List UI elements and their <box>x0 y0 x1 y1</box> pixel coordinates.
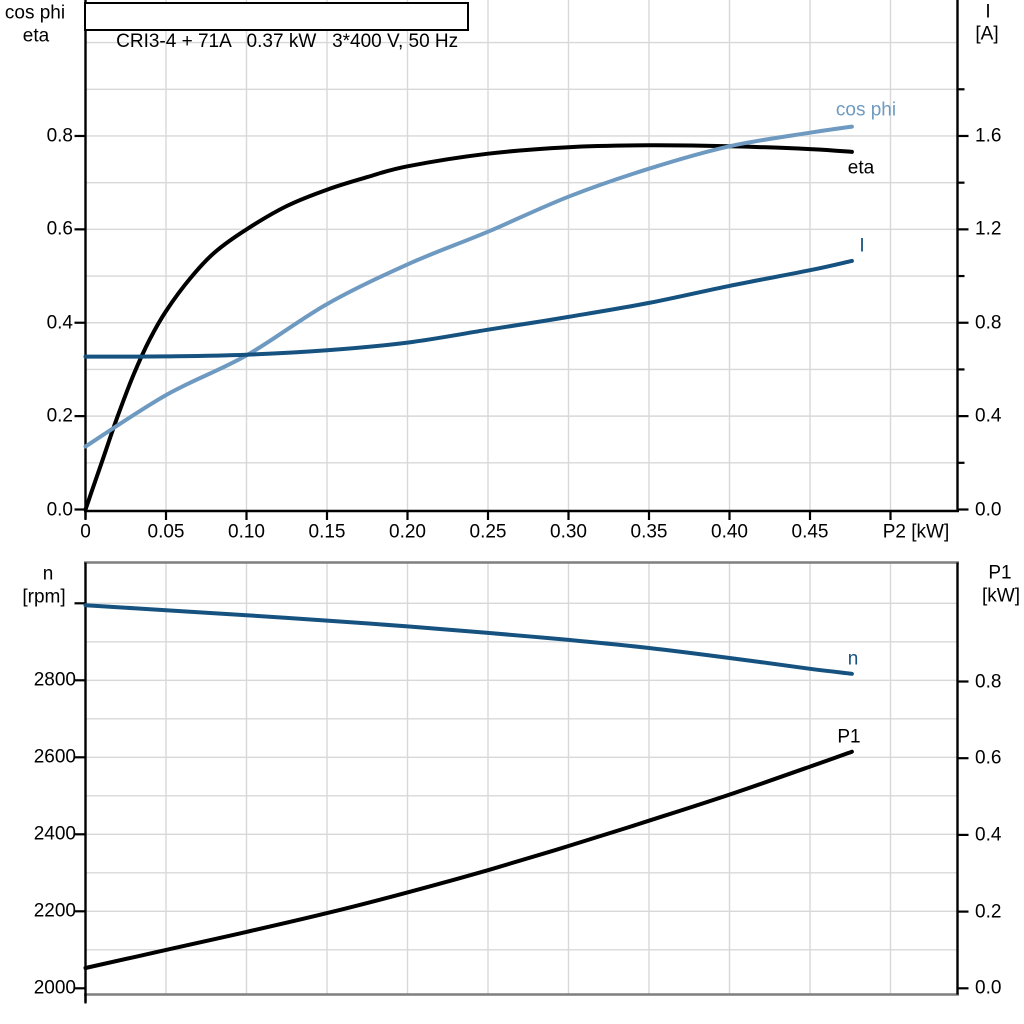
curve-cos-phi <box>83 124 854 449</box>
left-tick-label: 0.6 <box>46 218 73 240</box>
curve-P1 <box>83 749 854 970</box>
curve-label-p1: P1 <box>837 726 861 748</box>
right-tick-label: 0.8 <box>975 671 1002 692</box>
bottom-left-axis-caption-unit-rpm: [rpm] <box>22 586 66 608</box>
x-tick-label: 0 <box>80 521 91 543</box>
chart-title: CRI3-4 + 71A 0.37 kW 3*400 V, 50 Hz <box>116 31 459 52</box>
x-tick-label: 0.35 <box>630 521 668 543</box>
curve-n <box>83 603 854 676</box>
x-tick-label: 0.10 <box>228 521 265 543</box>
left-tick-label: 0.0 <box>46 499 73 520</box>
x-tick-label: 0.40 <box>711 521 748 543</box>
left-tick-label: 0.8 <box>46 125 73 147</box>
left-tick-label: 0.4 <box>46 312 73 334</box>
chart-title-box: CRI3-4 + 71A 0.37 kW 3*400 V, 50 Hz <box>84 2 470 52</box>
right-tick-label: 1.6 <box>975 125 1002 147</box>
bottom-right-axis-caption-p1: P1 <box>988 562 1012 584</box>
x-tick-label: 0.20 <box>389 521 426 543</box>
x-tick-label: 0.25 <box>469 521 507 543</box>
x-tick-label: 0.15 <box>308 521 346 543</box>
left-tick-label: 2600 <box>33 746 76 768</box>
right-tick-label: 0.4 <box>975 405 1002 427</box>
right-tick-label: 0.0 <box>975 499 1002 520</box>
right-tick-label: 0.6 <box>975 747 1002 769</box>
x-tick-label: 0.45 <box>791 521 829 543</box>
curve-label-i: I <box>859 235 865 257</box>
top-right-axis-caption-unit-a: [A] <box>975 23 999 45</box>
curve-label-cos-phi: cos phi <box>835 99 897 121</box>
x-tick-label: 0.05 <box>147 521 185 543</box>
x-axis-label-p2: P2 [kW] <box>882 521 950 543</box>
left-tick-label: 0.2 <box>46 405 73 427</box>
right-tick-label: 0.8 <box>975 312 1002 334</box>
right-tick-label: 0.4 <box>975 824 1002 846</box>
top-left-axis-caption-cosphi: cos phi <box>4 2 66 24</box>
right-tick-label: 0.2 <box>975 901 1002 923</box>
left-tick-label: 2400 <box>33 823 76 845</box>
top-left-axis-caption-eta: eta <box>22 25 50 47</box>
top-right-axis-caption-i: I <box>985 1 991 23</box>
left-tick-label: 2000 <box>33 977 76 999</box>
right-tick-label: 1.2 <box>975 218 1002 240</box>
left-tick-label: 2800 <box>33 669 76 691</box>
curve-label-n: n <box>847 648 859 670</box>
right-tick-label: 0.0 <box>975 977 1002 999</box>
x-tick-label: 0.30 <box>550 521 587 543</box>
curve-label-eta: eta <box>847 157 875 179</box>
curve-I <box>83 258 854 359</box>
left-tick-label: 2200 <box>33 900 76 922</box>
bottom-left-axis-caption-n: n <box>42 563 54 585</box>
curve-eta <box>83 143 854 512</box>
bottom-right-axis-caption-unit-kw: [kW] <box>982 585 1020 607</box>
